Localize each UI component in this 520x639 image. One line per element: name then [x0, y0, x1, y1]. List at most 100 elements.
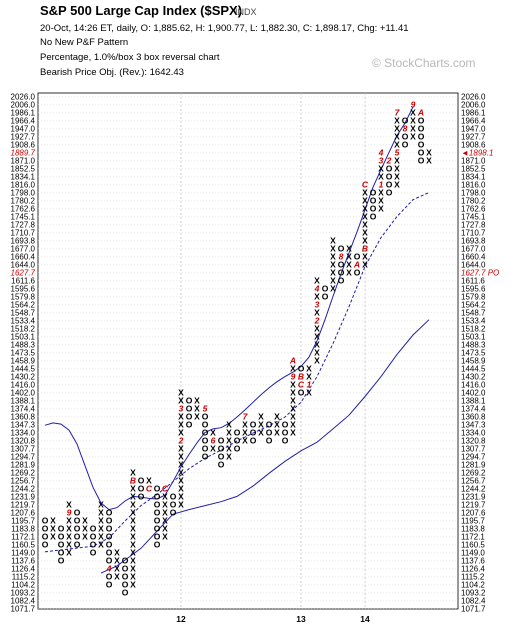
x-box: X: [330, 244, 336, 254]
o-box: O: [154, 492, 161, 502]
tick-label-left: 1889.7: [11, 149, 36, 158]
x-box: X: [50, 516, 56, 526]
trend-line: [44, 106, 414, 511]
x-box: X: [82, 516, 88, 526]
o-box: O: [186, 420, 193, 430]
o-box: O: [418, 148, 425, 158]
tick-label-right: 1762.6: [461, 205, 486, 214]
x-box: X: [98, 508, 104, 518]
o-box: O: [154, 508, 161, 518]
tick-label-right: 1104.2: [461, 581, 485, 590]
x-box: X: [242, 428, 248, 438]
month-marker: 3: [179, 404, 184, 414]
tick-label-left: 1816.0: [11, 181, 36, 190]
tick-label-left: 1677.0: [11, 245, 36, 254]
x-box: X: [362, 188, 368, 198]
x-box: X: [242, 436, 248, 446]
x-box: X: [130, 500, 136, 510]
tick-label-right: 1115.2: [461, 573, 485, 582]
x-box: X: [394, 140, 400, 150]
tick-label-right: 1071.7: [461, 605, 486, 614]
tick-label-left: 1908.6: [11, 141, 36, 150]
o-box: O: [202, 452, 209, 462]
tick-label-left: 1416.0: [11, 381, 36, 390]
x-box: X: [130, 580, 136, 590]
tick-label-right: 1693.8: [461, 237, 486, 246]
tick-label-right: 1093.2: [461, 589, 486, 598]
o-box: O: [42, 532, 49, 542]
x-box: X: [178, 460, 184, 470]
x-box: X: [50, 532, 56, 542]
o-box: O: [266, 420, 273, 430]
tick-label-right: 1430.2: [461, 373, 486, 382]
o-box: O: [202, 428, 209, 438]
tick-label-right: 2006.0: [461, 101, 486, 110]
x-box: X: [394, 180, 400, 190]
x-box: X: [130, 524, 136, 534]
tick-label-right: 1334.0: [461, 429, 486, 438]
x-box: X: [98, 532, 104, 542]
x-box: X: [178, 452, 184, 462]
o-box: O: [74, 540, 81, 550]
tick-label-right: 1947.0: [461, 125, 486, 134]
x-box: X: [290, 388, 296, 398]
o-box: O: [370, 204, 377, 214]
x-box: X: [98, 516, 104, 526]
tick-label-right: 1627.7 PO: [461, 269, 499, 278]
tick-label-left: 1644.0: [11, 261, 36, 270]
o-box: O: [138, 476, 145, 486]
o-box: O: [386, 172, 393, 182]
tick-label-right: 1374.4: [461, 405, 486, 414]
o-box: O: [58, 540, 65, 550]
x-box: X: [162, 524, 168, 534]
x-box: X: [314, 292, 320, 302]
x-box: X: [362, 260, 368, 270]
x-box: X: [394, 124, 400, 134]
tick-label-right: 2026.0: [461, 93, 486, 102]
x-box: X: [66, 516, 72, 526]
o-box: O: [90, 532, 97, 542]
x-box: X: [50, 524, 56, 534]
o-box: O: [402, 116, 409, 126]
x-box: X: [98, 500, 104, 510]
x-box: X: [146, 476, 152, 486]
x-box: X: [314, 332, 320, 342]
x-box: X: [114, 572, 120, 582]
x-box: X: [314, 348, 320, 358]
x-box: X: [290, 428, 296, 438]
exchange-label: INDX: [235, 7, 257, 17]
o-box: O: [154, 500, 161, 510]
o-box: O: [418, 124, 425, 134]
tick-label-left: 1473.5: [11, 349, 36, 358]
month-marker: B: [298, 372, 304, 382]
x-box: X: [194, 396, 200, 406]
tick-label-right: 1488.3: [461, 341, 486, 350]
x-box: X: [314, 340, 320, 350]
x-box: X: [362, 196, 368, 206]
o-box: O: [106, 572, 113, 582]
tick-label-left: 1533.4: [11, 317, 36, 326]
x-box: X: [394, 132, 400, 142]
o-box: O: [58, 524, 65, 534]
x-box: X: [178, 476, 184, 486]
tick-label-right: 1871.0: [461, 157, 486, 166]
tick-label-right: 1564.2: [461, 301, 486, 310]
o-box: O: [266, 436, 273, 446]
o-box: O: [338, 268, 345, 278]
o-box: O: [74, 516, 81, 526]
tick-label-left: 1518.2: [11, 325, 36, 334]
tick-label-left: 1986.1: [11, 109, 36, 118]
o-box: O: [298, 364, 305, 374]
tick-label-right: 1269.2: [461, 469, 486, 478]
tick-label-right: 1244.2: [461, 485, 486, 494]
trend-lines: [44, 106, 430, 574]
objective-line: Bearish Price Obj. (Rev.): 1642.43: [40, 67, 184, 78]
month-marker: 5: [395, 148, 400, 158]
month-marker: 8: [403, 124, 408, 134]
month-marker: 7: [395, 108, 401, 118]
month-marker: 9: [291, 372, 296, 382]
tick-label-right: 1816.0: [461, 181, 486, 190]
x-box: X: [426, 148, 432, 158]
x-box: X: [162, 508, 168, 518]
x-box: X: [66, 540, 72, 550]
